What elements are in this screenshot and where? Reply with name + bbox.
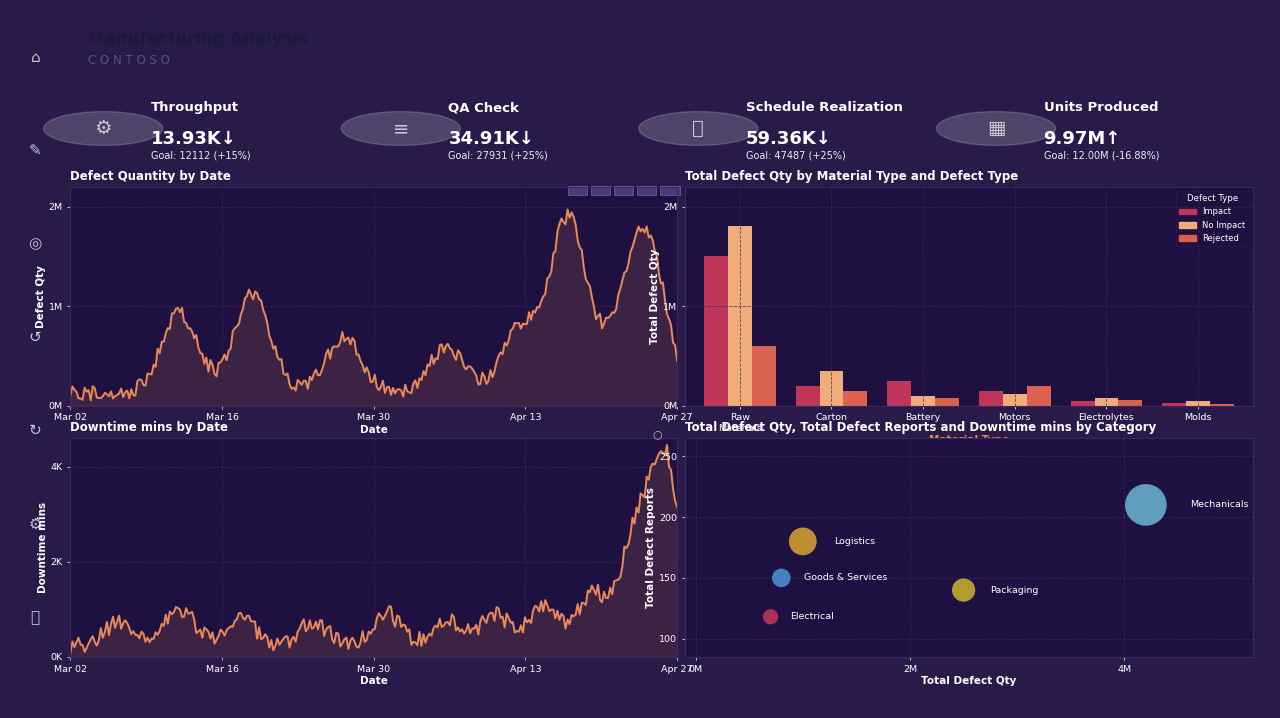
Bar <box>1027 386 1051 406</box>
Text: Throughput: Throughput <box>151 101 239 114</box>
Text: Downtime mins by Date: Downtime mins by Date <box>70 421 228 434</box>
Text: Logistics: Logistics <box>833 537 876 546</box>
Y-axis label: Downtime mins: Downtime mins <box>38 502 47 593</box>
Point <box>954 584 974 596</box>
Point <box>760 611 781 623</box>
Bar <box>1094 398 1119 406</box>
Text: Goal: 27931 (+25%): Goal: 27931 (+25%) <box>448 151 548 161</box>
Text: ◎: ◎ <box>28 237 42 251</box>
X-axis label: Material Type: Material Type <box>929 436 1009 445</box>
Text: Units Produced: Units Produced <box>1043 101 1158 114</box>
Y-axis label: Total Defect Reports: Total Defect Reports <box>646 487 657 608</box>
Text: Defect Quantity by Date: Defect Quantity by Date <box>70 169 232 183</box>
X-axis label: Total Defect Qty: Total Defect Qty <box>922 676 1016 686</box>
Text: C O N T O S O: C O N T O S O <box>88 54 170 67</box>
Text: ↻: ↻ <box>29 424 41 438</box>
Bar <box>1070 401 1094 406</box>
Bar <box>1162 403 1187 406</box>
Text: 34.91K↓: 34.91K↓ <box>448 130 534 148</box>
Point <box>771 572 791 584</box>
Text: 59.36K↓: 59.36K↓ <box>746 130 832 148</box>
Text: Mechanicals: Mechanicals <box>1190 500 1248 509</box>
Text: 13.93K↓: 13.93K↓ <box>151 130 237 148</box>
Circle shape <box>639 111 758 146</box>
Text: ○: ○ <box>653 429 662 439</box>
FancyBboxPatch shape <box>591 186 611 195</box>
Text: ⓘ: ⓘ <box>31 610 40 625</box>
Y-axis label: Total Defect Qty: Total Defect Qty <box>650 248 660 344</box>
Text: Goal: 12112 (+15%): Goal: 12112 (+15%) <box>151 151 251 161</box>
X-axis label: Date: Date <box>360 425 388 435</box>
FancyBboxPatch shape <box>568 186 588 195</box>
Bar <box>704 256 728 406</box>
Bar <box>844 391 868 406</box>
Bar <box>979 391 1002 406</box>
Text: ⚙: ⚙ <box>28 517 42 531</box>
Text: Packaging: Packaging <box>991 586 1039 595</box>
Point <box>792 536 813 547</box>
Point <box>1135 499 1156 510</box>
Bar <box>887 381 911 406</box>
Circle shape <box>342 111 461 146</box>
Text: Goods & Services: Goods & Services <box>804 574 887 582</box>
FancyBboxPatch shape <box>637 186 657 195</box>
Bar <box>1210 404 1234 406</box>
Bar <box>936 398 959 406</box>
Bar <box>796 386 819 406</box>
Circle shape <box>44 111 163 146</box>
Text: ✎: ✎ <box>29 144 41 158</box>
Text: ⏰: ⏰ <box>692 119 704 138</box>
Text: Goal: 12.00M (-16.88%): Goal: 12.00M (-16.88%) <box>1043 151 1160 161</box>
Bar <box>1187 401 1210 406</box>
Text: Manufacturing Analysis: Manufacturing Analysis <box>88 29 308 48</box>
Text: Goal: 47487 (+25%): Goal: 47487 (+25%) <box>746 151 846 161</box>
Text: ↺: ↺ <box>29 330 41 345</box>
Bar <box>751 346 776 406</box>
Legend: Impact, No Impact, Rejected: Impact, No Impact, Rejected <box>1176 191 1249 246</box>
X-axis label: Date: Date <box>360 676 388 686</box>
Y-axis label: Defect Qty: Defect Qty <box>36 265 46 327</box>
Bar <box>1119 400 1142 406</box>
Text: QA Check: QA Check <box>448 101 520 114</box>
Text: ▦: ▦ <box>987 119 1005 138</box>
Text: Electrical: Electrical <box>790 612 833 621</box>
Bar <box>728 226 751 406</box>
Bar <box>1002 393 1027 406</box>
Text: ⌂: ⌂ <box>31 50 40 65</box>
FancyBboxPatch shape <box>614 186 634 195</box>
Circle shape <box>937 111 1056 146</box>
Text: ≡: ≡ <box>393 119 408 138</box>
Text: 9.97M↑: 9.97M↑ <box>1043 130 1121 148</box>
Text: Total Defect Qty, Total Defect Reports and Downtime mins by Category: Total Defect Qty, Total Defect Reports a… <box>685 421 1156 434</box>
Bar <box>819 370 844 406</box>
FancyBboxPatch shape <box>660 186 680 195</box>
Text: Total Defect Qty by Material Type and Defect Type: Total Defect Qty by Material Type and De… <box>685 169 1018 183</box>
Bar <box>911 396 936 406</box>
Text: Schedule Realization: Schedule Realization <box>746 101 902 114</box>
Text: ⚙: ⚙ <box>95 119 111 138</box>
